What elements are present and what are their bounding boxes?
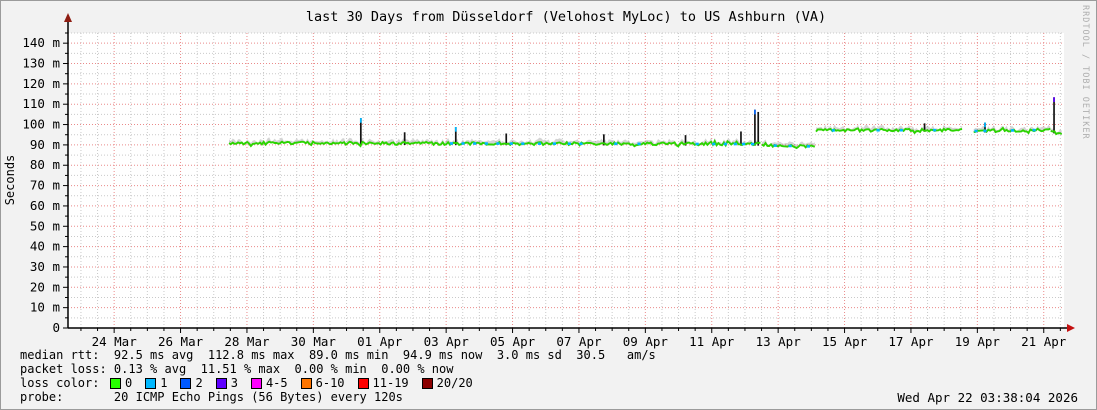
y-tick-label: 50 m <box>30 218 60 233</box>
loss-swatch-1 <box>145 377 157 389</box>
x-tick-label: 03 Apr <box>424 334 470 349</box>
loss-swatch-0 <box>110 377 121 389</box>
plot-area <box>68 33 1064 328</box>
loss-swatch-3 <box>215 377 227 389</box>
y-tick-label: 90 m <box>30 137 60 152</box>
loss-swatch-11-19 <box>357 377 369 389</box>
smoke-band <box>229 137 761 147</box>
loss-swatch-label: 2 <box>195 376 203 390</box>
median-rtt-line <box>815 127 963 135</box>
probe-info: probe: 20 ICMP Echo Pings (56 Bytes) eve… <box>20 390 403 404</box>
loss-swatch-label: 1 <box>160 376 168 390</box>
y-tick-label: 80 m <box>30 157 60 172</box>
x-tick-label: 07 Apr <box>556 334 602 349</box>
loss-swatch-20-20 <box>421 377 433 389</box>
y-tick-label: 140 m <box>22 35 60 50</box>
x-axis-arrow <box>1067 324 1075 332</box>
x-tick-label: 19 Apr <box>955 334 1001 349</box>
loss-color-label: loss color: <box>20 376 100 390</box>
loss-swatch-label: 0 <box>125 376 133 390</box>
y-tick-label: 0 <box>52 320 60 335</box>
loss-color-legend: loss color: 0 1 2 3 4-5 6-10 11-19 20/20 <box>20 376 486 390</box>
y-tick-label: 110 m <box>22 96 60 111</box>
x-tick-label: 21 Apr <box>1021 334 1067 349</box>
loss-swatch-label: 3 <box>230 376 238 390</box>
y-tick-label: 120 m <box>22 76 60 91</box>
y-tick-label: 30 m <box>30 259 60 274</box>
loss-swatch-2 <box>180 377 192 389</box>
y-tick-label: 130 m <box>22 56 60 71</box>
median-rtt-line <box>228 138 761 148</box>
y-tick-label: 10 m <box>30 300 60 315</box>
x-tick-label: 26 Mar <box>158 334 204 349</box>
loss-swatch-label: 11-19 <box>372 376 409 390</box>
loss-swatch-label: 6-10 <box>315 376 345 390</box>
x-tick-label: 15 Apr <box>822 334 868 349</box>
rrdtool-watermark: RRDTOOL / TOBI OETIKER <box>1080 5 1090 140</box>
x-tick-label: 05 Apr <box>490 334 536 349</box>
x-tick-label: 24 Mar <box>92 334 138 349</box>
y-axis-arrow <box>64 13 72 22</box>
smoke-band <box>761 139 815 148</box>
graph-timestamp: Wed Apr 22 03:38:04 2026 <box>897 390 1078 405</box>
packet-loss-stats: packet loss: 0.13 % avg 11.51 % max 0.00… <box>20 362 454 376</box>
y-tick-label: 70 m <box>30 178 60 193</box>
loss-swatch-label: 4-5 <box>265 376 288 390</box>
median-rtt-stats: median rtt: 92.5 ms avg 112.8 ms max 89.… <box>20 348 656 362</box>
y-tick-label: 40 m <box>30 239 60 254</box>
loss-legend-swatches: 0 1 2 3 4-5 6-10 11-19 20/20 <box>110 376 486 390</box>
chart-title: last 30 Days from Düsseldorf (Velohost M… <box>305 9 827 25</box>
x-tick-label: 13 Apr <box>756 334 802 349</box>
median-rtt-line <box>761 141 816 150</box>
median-rtt-line <box>1050 129 1063 136</box>
x-tick-label: 09 Apr <box>623 334 669 349</box>
y-tick-label: 100 m <box>22 117 60 132</box>
loss-swatch-4-5 <box>250 377 262 389</box>
x-tick-label: 17 Apr <box>888 334 934 349</box>
y-tick-label: 60 m <box>30 198 60 213</box>
x-tick-label: 30 Mar <box>291 334 337 349</box>
x-tick-label: 01 Apr <box>357 334 403 349</box>
loss-swatch-6-10 <box>300 377 312 389</box>
x-tick-label: 28 Mar <box>224 334 270 349</box>
smoke-band <box>973 125 1051 133</box>
y-tick-label: 20 m <box>30 279 60 294</box>
loss-swatch-label: 20/20 <box>436 376 473 390</box>
x-tick-label: 11 Apr <box>689 334 735 349</box>
